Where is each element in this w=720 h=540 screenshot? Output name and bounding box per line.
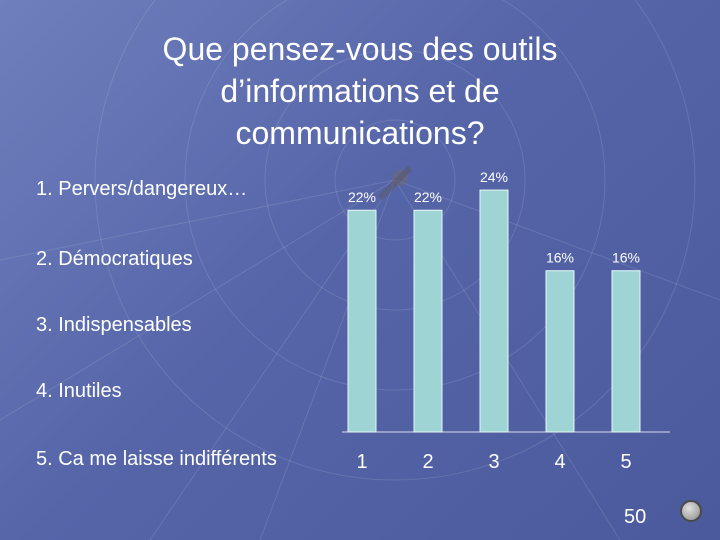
x-tick-label-4: 4 — [554, 451, 565, 473]
data-label-5: 16% — [612, 250, 640, 266]
x-tick-label-1: 1 — [356, 451, 367, 473]
data-label-1: 22% — [348, 189, 376, 205]
slide-title: Que pensez-vous des outils d’information… — [80, 28, 640, 154]
bar-2 — [413, 209, 443, 433]
x-tick-label-2: 2 — [422, 451, 433, 473]
page-number: 50 — [624, 506, 647, 528]
x-tick-label-5: 5 — [620, 451, 631, 473]
navigation-button[interactable] — [680, 500, 702, 522]
x-tick-label-3: 3 — [488, 451, 499, 473]
title-line: d’informations et de — [220, 73, 500, 109]
bar-4 — [545, 270, 575, 433]
data-label-3: 24% — [480, 169, 508, 185]
data-label-4: 16% — [546, 250, 574, 266]
title-line: communications? — [235, 115, 485, 151]
option-3: 3. Indispensables — [36, 314, 192, 336]
bar-5 — [611, 270, 641, 433]
option-4: 4. Inutiles — [36, 380, 122, 402]
option-1: 1. Pervers/dangereux… — [36, 178, 248, 200]
bar-3 — [479, 189, 509, 433]
option-2: 2. Démocratiques — [36, 248, 193, 270]
option-5: 5. Ca me laisse indifférents — [36, 448, 277, 470]
title-line: Que pensez-vous des outils — [162, 31, 558, 67]
data-label-2: 22% — [414, 189, 442, 205]
bar-1 — [347, 209, 377, 433]
